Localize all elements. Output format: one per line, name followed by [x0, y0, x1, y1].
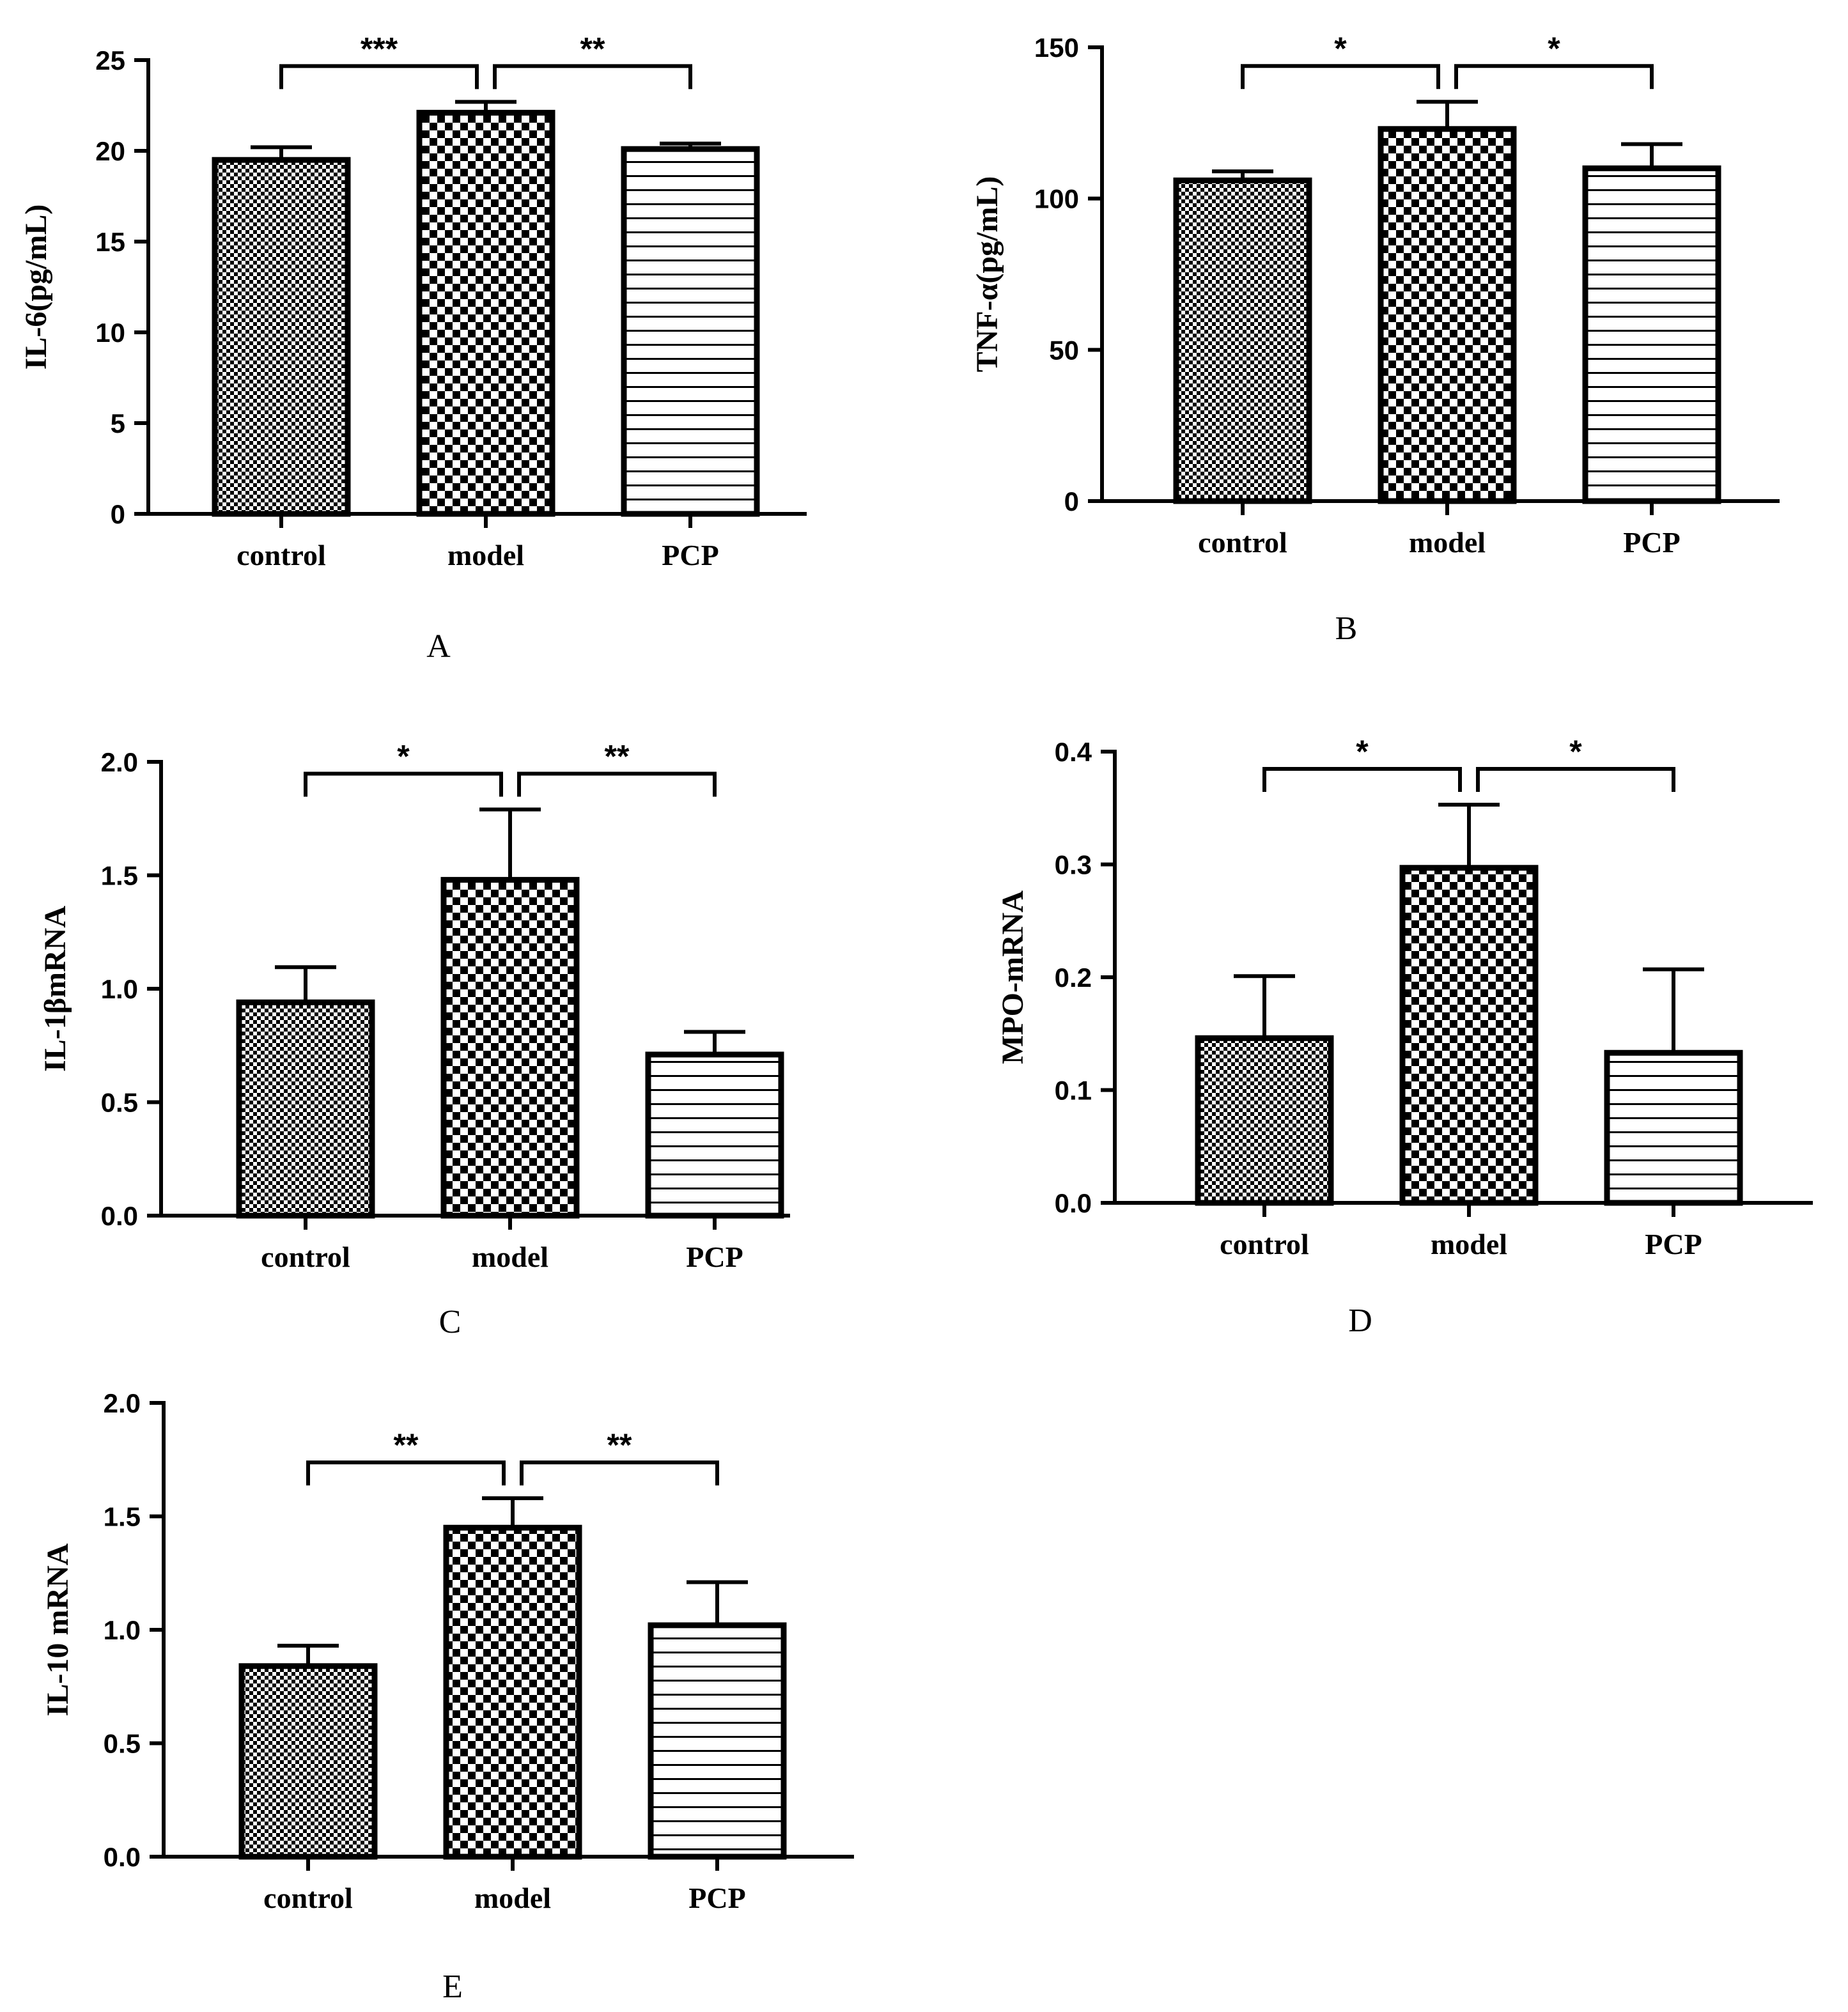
category-label: model	[1431, 1228, 1507, 1260]
y-tick-label: 10	[95, 318, 125, 348]
significance-label: **	[580, 31, 605, 66]
y-tick-label: 20	[95, 136, 125, 166]
panel-b: 0 50 100 150 TNF-α(pg/mL) control model PCP * * B	[970, 31, 1780, 647]
significance-bracket	[1241, 64, 1440, 89]
panel-e: 0.0 0.5 1.0 1.5 2.0 IL-10 mRNA control model PCP…	[41, 1388, 854, 2005]
y-tick-label: 0	[111, 499, 125, 529]
category-label: PCP	[686, 1241, 743, 1273]
bar-PCP	[621, 146, 760, 517]
y-tick-label: 1.5	[104, 1502, 141, 1532]
y-axis-label: IL-1βmRNA	[38, 906, 72, 1072]
y-axis-label: MPO-mRNA	[996, 890, 1030, 1064]
significance-bracket	[1476, 766, 1675, 792]
significance-label: *	[1356, 734, 1369, 770]
y-axis-label: IL-10 mRNA	[41, 1543, 75, 1716]
bar-model	[1378, 126, 1517, 504]
bar-control	[1173, 177, 1312, 504]
category-label: PCP	[1623, 526, 1680, 559]
y-tick-label: 1.0	[104, 1615, 141, 1645]
significance-label: *	[1548, 31, 1560, 66]
category-label: model	[474, 1882, 551, 1914]
category-label: model	[447, 539, 524, 571]
y-tick-label: 150	[1034, 33, 1079, 63]
significance-bracket	[1262, 766, 1462, 792]
bar-control	[236, 999, 375, 1219]
significance-label: **	[394, 1427, 419, 1463]
significance-bracket	[1454, 64, 1654, 89]
y-tick-label: 0.5	[101, 1088, 138, 1118]
panel-letter: D	[1348, 1303, 1372, 1339]
bar-model	[416, 109, 555, 517]
category-label: model	[1409, 526, 1486, 559]
significance-label: *	[1569, 734, 1582, 770]
significance-label: *	[397, 739, 410, 775]
y-tick-label: 15	[95, 227, 125, 257]
y-tick-label: 2.0	[101, 747, 138, 777]
bar-control	[238, 1663, 378, 1860]
significance-bracket	[493, 64, 692, 89]
category-label: model	[472, 1241, 548, 1273]
y-tick-label: 1.5	[101, 861, 138, 891]
y-tick-label: 100	[1034, 184, 1079, 214]
significance-bracket	[279, 64, 479, 89]
y-tick-label: 5	[111, 408, 125, 438]
y-tick-label: 0.3	[1055, 850, 1092, 880]
significance-bracket	[520, 1460, 719, 1486]
category-label: PCP	[662, 539, 718, 571]
bar-PCP	[648, 1622, 787, 1860]
category-label: control	[1220, 1228, 1309, 1260]
panel-letter: E	[442, 1969, 463, 2005]
y-tick-label: 2.0	[104, 1388, 141, 1418]
significance-bracket	[517, 771, 717, 797]
y-axis-label: TNF-α(pg/mL)	[970, 176, 1004, 373]
category-label: PCP	[688, 1882, 745, 1914]
y-tick-label: 1.0	[101, 974, 138, 1004]
bar-control	[212, 157, 351, 517]
y-tick-label: 0.5	[104, 1729, 141, 1759]
y-tick-label: 0.2	[1055, 963, 1092, 993]
panel-letter: B	[1335, 610, 1358, 647]
bar-control	[1195, 1035, 1334, 1206]
bar-PCP	[1604, 1049, 1743, 1206]
panel-letter: C	[439, 1304, 462, 1340]
panel-letter: A	[426, 628, 451, 665]
panel-c: 0.0 0.5 1.0 1.5 2.0 IL-1βmRNA control model PCP *…	[38, 739, 790, 1340]
category-label: control	[237, 539, 326, 571]
y-tick-label: 50	[1049, 335, 1079, 365]
significance-label: *	[1334, 31, 1347, 66]
y-tick-label: 0.4	[1055, 737, 1092, 767]
category-label: control	[261, 1241, 350, 1273]
significance-bracket	[306, 1460, 506, 1486]
bar-model	[443, 1524, 582, 1860]
significance-label: **	[607, 1427, 632, 1463]
y-axis-label: IL-6(pg/mL)	[19, 205, 53, 370]
bar-PCP	[1582, 165, 1721, 504]
panel-d: 0.0 0.1 0.2 0.3 0.4 MPO-mRNA control model PCP * *…	[996, 734, 1813, 1339]
significance-label: **	[605, 739, 630, 775]
bar-model	[1399, 865, 1539, 1206]
significance-label: ***	[361, 31, 398, 66]
y-tick-label: 0.0	[104, 1842, 141, 1872]
bar-PCP	[645, 1051, 784, 1219]
significance-bracket	[304, 771, 503, 797]
category-label: control	[1198, 526, 1287, 559]
y-tick-label: 0.0	[101, 1201, 138, 1231]
y-tick-label: 25	[95, 45, 125, 75]
category-label: PCP	[1645, 1228, 1702, 1260]
y-tick-label: 0.1	[1055, 1076, 1092, 1106]
y-tick-label: 0	[1064, 486, 1079, 516]
bar-model	[440, 877, 580, 1219]
category-label: control	[263, 1882, 353, 1914]
y-tick-label: 0.0	[1055, 1188, 1092, 1218]
